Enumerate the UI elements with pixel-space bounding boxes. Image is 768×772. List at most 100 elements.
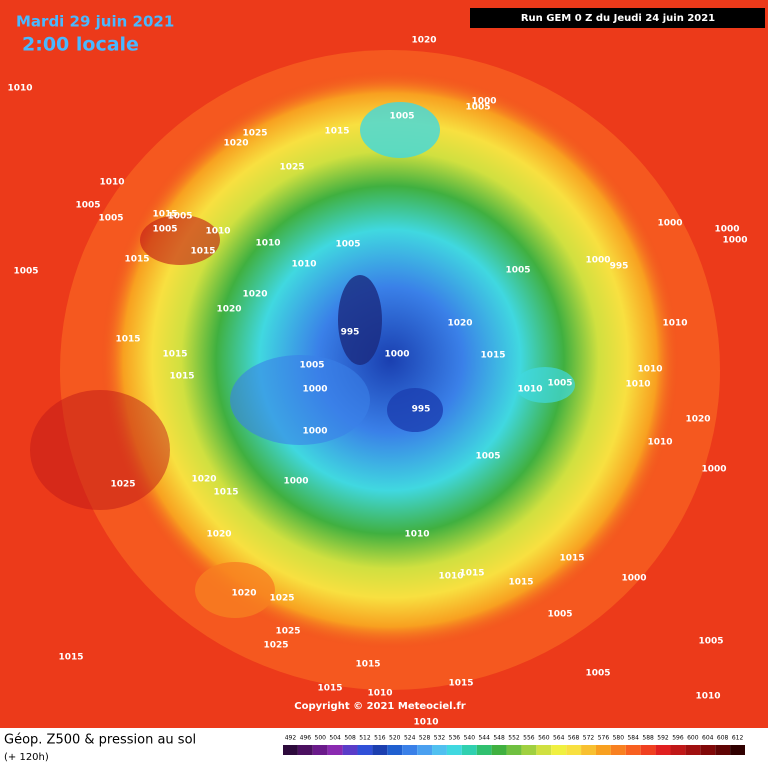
isobar-label: 1020 — [411, 36, 436, 46]
isobar-label: 1010 — [662, 319, 687, 329]
isobar-label: 1010 — [517, 385, 542, 395]
legend-label: 512 — [359, 735, 371, 742]
legend-label: 564 — [553, 735, 565, 742]
isobar-label: 1015 — [115, 335, 140, 345]
isobar-label: 1020 — [242, 290, 267, 300]
isobar-label: 1005 — [475, 452, 500, 462]
legend-swatch — [685, 745, 701, 755]
legend-swatch — [342, 745, 358, 755]
legend-label: 492 — [285, 735, 297, 742]
isobar-labels: 1020101010251020101510051000100510251010… — [7, 36, 747, 728]
isobar-label: 1015 — [162, 350, 187, 360]
legend-swatch — [327, 745, 343, 755]
isobar-label: 1015 — [124, 255, 149, 265]
isobar-label: 1015 — [58, 653, 83, 663]
isobar-label: 1000 — [283, 477, 308, 487]
isobar-label: 1000 — [701, 465, 726, 475]
isobar-label: 1020 — [191, 475, 216, 485]
legend-label: 552 — [508, 735, 520, 742]
date: Mardi 29 juin 2021 — [16, 13, 174, 31]
isobar-label: 1000 — [585, 256, 610, 266]
legend-label: 588 — [642, 735, 654, 742]
legend-label: 608 — [717, 735, 729, 742]
isobar-label: 1010 — [7, 84, 32, 94]
isobar-label: 1010 — [205, 227, 230, 237]
isobar-label: 1000 — [302, 385, 327, 395]
map-background — [0, 0, 768, 728]
legend-swatch — [610, 745, 626, 755]
isobar-label: 1020 — [447, 319, 472, 329]
isobar-label: 1015 — [324, 127, 349, 137]
isobar-label: 1010 — [404, 530, 429, 540]
isobar-label: 1010 — [291, 260, 316, 270]
legend-swatch — [625, 745, 641, 755]
isobar-label: 1025 — [275, 627, 300, 637]
isobar-label: 1020 — [206, 530, 231, 540]
isobar-label: 1025 — [269, 594, 294, 604]
isobar-label: 995 — [341, 328, 360, 338]
legend-swatch — [402, 745, 418, 755]
legend-label: 612 — [732, 735, 744, 742]
isobar-label: 1000 — [621, 574, 646, 584]
isobar-label: 1010 — [647, 438, 672, 448]
legend-swatch — [551, 745, 567, 755]
isobar-label: 1000 — [714, 225, 739, 235]
isobar-label: 1015 — [480, 351, 505, 361]
isobar-label: 1015 — [448, 679, 473, 689]
legend-swatch — [521, 745, 537, 755]
isobar-label: 1025 — [242, 129, 267, 139]
legend-swatch — [670, 745, 686, 755]
legend-label: 528 — [419, 735, 431, 742]
isobar-label: 1005 — [152, 225, 177, 235]
isobar-label: 1010 — [695, 692, 720, 702]
legend-swatch — [536, 745, 552, 755]
isobar-label: 1005 — [98, 214, 123, 224]
isobar-label: 1005 — [75, 201, 100, 211]
legend-swatch — [730, 745, 745, 755]
legend-label: 580 — [613, 735, 625, 742]
legend-swatch — [417, 745, 433, 755]
isobar-label: 1015 — [152, 210, 177, 220]
isobar-label: 1005 — [547, 610, 572, 620]
legend-swatch — [655, 745, 671, 755]
legend-label: 584 — [627, 735, 639, 742]
footer-lead: (+ 120h) — [4, 752, 49, 763]
legend-label: 596 — [672, 735, 684, 742]
legend-label: 576 — [598, 735, 610, 742]
isobar-label: 1015 — [317, 684, 342, 694]
copyright: Copyright © 2021 Meteociel.fr — [294, 701, 465, 712]
legend-label: 544 — [478, 735, 490, 742]
legend-swatch — [506, 745, 522, 755]
isobar-label: 1015 — [508, 578, 533, 588]
isobar-label: 1005 — [167, 212, 192, 222]
run-box — [470, 8, 765, 28]
isobar-label: 1015 — [559, 554, 584, 564]
legend-label: 604 — [702, 735, 714, 742]
legend-label: 560 — [538, 735, 550, 742]
isobar-label: 995 — [412, 405, 431, 415]
legend-label: 556 — [523, 735, 535, 742]
isobar-label: 1015 — [355, 660, 380, 670]
isobar-label: 1005 — [547, 379, 572, 389]
legend-swatch — [297, 745, 313, 755]
isobar-label: 1010 — [367, 689, 392, 699]
legend-swatch — [566, 745, 582, 755]
isobar-label: 995 — [610, 262, 629, 272]
isobar-label: 1000 — [302, 427, 327, 437]
legend-label: 548 — [493, 735, 505, 742]
legend-swatch — [715, 745, 731, 755]
legend-label: 520 — [389, 735, 401, 742]
isobar-label: 1005 — [698, 637, 723, 647]
isobar-label: 1000 — [657, 219, 682, 229]
isobar-label: 1010 — [637, 365, 662, 375]
isobar-label: 1005 — [299, 361, 324, 371]
isobar-label: 1020 — [231, 589, 256, 599]
legend-swatch — [461, 745, 477, 755]
legend-swatch — [357, 745, 373, 755]
legend-label: 600 — [687, 735, 699, 742]
legend-swatch — [312, 745, 328, 755]
isobar-label: 1020 — [216, 305, 241, 315]
legend-swatch — [432, 745, 447, 755]
isobar-label: 1005 — [505, 266, 530, 276]
legend-label: 496 — [300, 735, 312, 742]
